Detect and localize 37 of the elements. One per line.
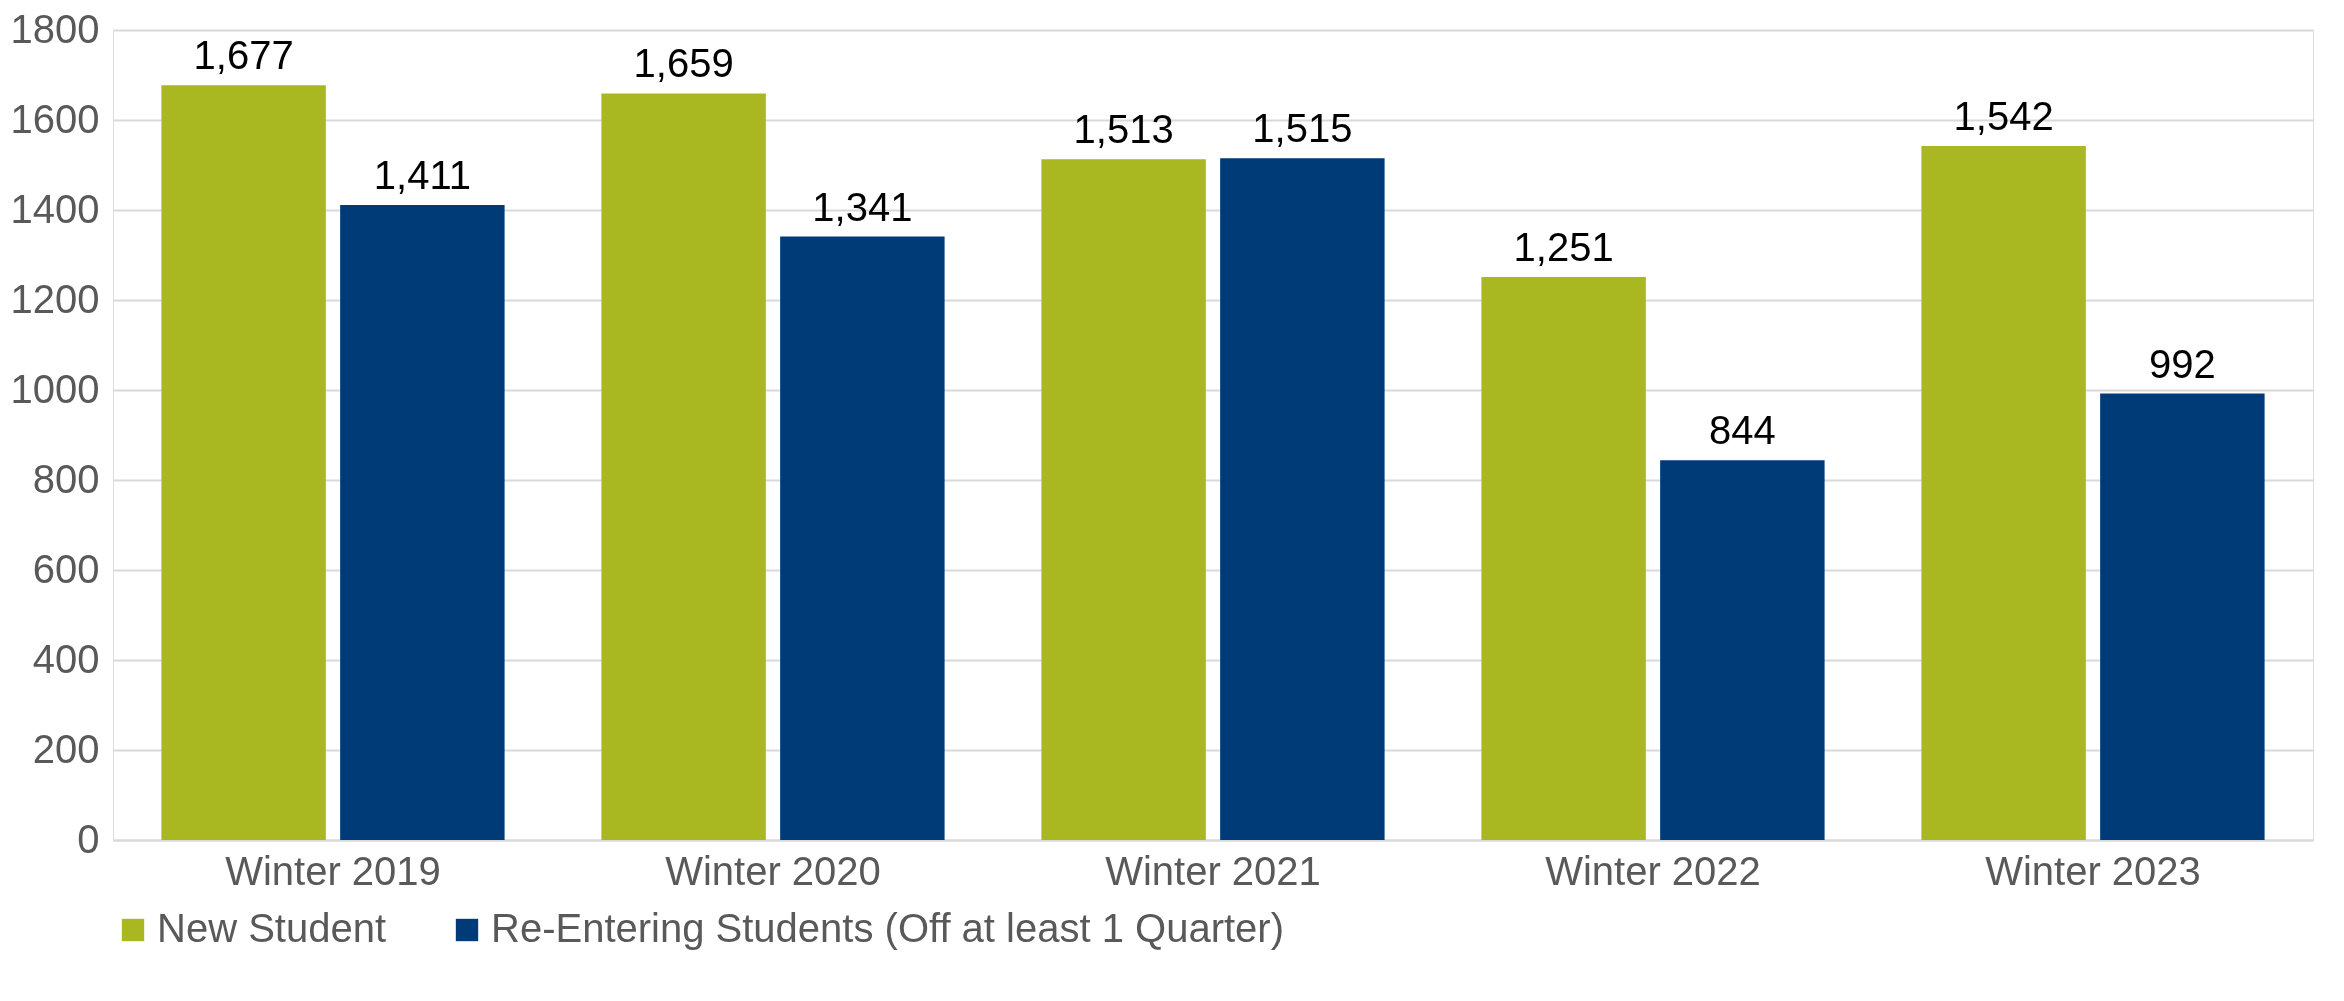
y-tick-label: 1200	[10, 276, 100, 321]
data-label: 844	[1709, 408, 1776, 453]
data-label: 1,542	[1953, 94, 2054, 139]
data-label: 1,659	[633, 41, 734, 86]
x-tick-label: Winter 2020	[665, 848, 881, 893]
data-label: 992	[2149, 341, 2216, 386]
bar	[340, 205, 505, 840]
bar	[601, 93, 766, 840]
data-label: 1,513	[1073, 107, 1174, 152]
y-tick-label: 1600	[10, 96, 100, 141]
data-label: 1,515	[1252, 106, 1353, 151]
data-label: 1,677	[193, 33, 294, 78]
y-tick-label: 800	[32, 456, 100, 501]
bar	[2100, 393, 2265, 840]
legend-label: Re-Entering Students (Off at least 1 Quarter)	[491, 906, 1284, 950]
bar	[1660, 460, 1825, 840]
x-tick-label: Winter 2021	[1105, 848, 1321, 893]
y-tick-label: 1000	[10, 366, 100, 411]
bar	[780, 236, 945, 840]
y-tick-label: 600	[32, 546, 100, 591]
y-tick-label: 400	[32, 636, 100, 681]
bar	[1041, 159, 1206, 840]
data-label: 1,341	[812, 184, 913, 229]
y-tick-label: 1800	[10, 6, 100, 51]
bar	[1220, 158, 1385, 840]
data-label: 1,251	[1513, 225, 1614, 270]
y-tick-label: 0	[77, 816, 100, 861]
y-tick-label: 200	[32, 726, 100, 771]
x-tick-label: Winter 2019	[225, 848, 441, 893]
bar	[1921, 146, 2086, 840]
bar	[161, 85, 326, 840]
legend-label: New Student	[157, 906, 387, 950]
data-label: 1,411	[373, 153, 471, 198]
bar	[1481, 277, 1646, 840]
x-tick-label: Winter 2022	[1545, 848, 1761, 893]
y-tick-label: 1400	[10, 186, 100, 231]
x-tick-label: Winter 2023	[1985, 848, 2201, 893]
